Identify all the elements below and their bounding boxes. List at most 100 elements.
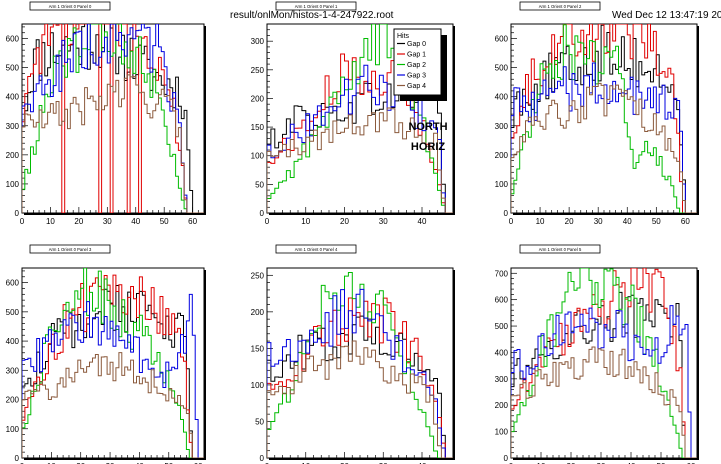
panel-title-box: Arm 1 Orient 0 Panel 4 (275, 244, 357, 254)
x-tick-label: 10 (537, 462, 546, 464)
x-tick-label: 60 (188, 217, 197, 226)
y-tick-label: 200 (6, 396, 20, 405)
y-tick-label: 50 (255, 180, 264, 189)
panel-title-box: Arm 1 Orient 0 Panel 3 (29, 244, 111, 254)
y-tick-label: 100 (251, 152, 265, 161)
y-tick-label: 200 (495, 151, 509, 160)
x-tick-label: 20 (76, 462, 85, 464)
x-tick-label: 30 (103, 217, 112, 226)
panel-frame-shadow-right (204, 270, 206, 460)
panel-title-frame (519, 244, 601, 254)
panel-title-box: Arm 1 Orient 0 Panel 2 (519, 1, 601, 11)
y-tick-label: 100 (251, 381, 265, 390)
y-tick-label: 0 (260, 454, 265, 463)
x-tick-label: 10 (536, 217, 545, 226)
histogram-panel-2: Arm 1 Orient 0 Panel 20 10 20 30 40 50 6001002… (495, 1, 699, 226)
panel-frame-shadow-bottom (269, 213, 455, 215)
x-tick-label: 30 (597, 462, 606, 464)
x-tick-label: 30 (379, 462, 388, 464)
histogram-panel-5: Arm 1 Orient 0 Panel 5010203040506001002… (495, 244, 699, 464)
panel-frame-shadow-right (697, 26, 699, 215)
panel-title: Arm 1 Orient 0 Panel 0 (49, 4, 92, 9)
x-tick-label: 0 (265, 462, 270, 464)
panel-frame-shadow-bottom (24, 213, 206, 215)
series-gap3 (22, 24, 204, 213)
y-tick-label: 600 (6, 279, 20, 288)
y-tick-label: 500 (495, 64, 509, 73)
legend-title: Hits (397, 33, 410, 40)
panel-frame-shadow-right (204, 26, 206, 215)
side-label-north: NORTH (408, 121, 447, 133)
x-tick-label: 30 (594, 217, 603, 226)
series-gap3 (22, 293, 204, 458)
y-tick-label: 100 (6, 180, 20, 189)
y-tick-label: 200 (495, 401, 509, 410)
y-tick-label: 300 (251, 37, 265, 46)
y-tick-label: 400 (495, 93, 509, 102)
x-tick-label: 40 (623, 217, 632, 226)
y-tick-label: 250 (251, 66, 265, 75)
histogram-panel-3: Arm 1 Orient 0 Panel 3010203040506001002… (6, 244, 206, 464)
x-tick-label: 10 (301, 462, 310, 464)
series-gap4 (511, 82, 697, 213)
x-tick-label: 10 (46, 217, 55, 226)
y-tick-label: 600 (6, 35, 20, 44)
x-tick-label: 20 (340, 462, 349, 464)
series-gap3 (511, 305, 697, 458)
x-tick-label: 0 (265, 217, 270, 226)
y-tick-label: 500 (495, 322, 509, 331)
y-tick-label: 600 (495, 35, 509, 44)
x-tick-label: 40 (131, 217, 140, 226)
y-tick-label: 200 (251, 308, 265, 317)
series-gap1 (511, 268, 697, 458)
series-gap4 (267, 340, 453, 458)
panel-title-frame (275, 1, 357, 11)
panel-title: Arm 1 Orient 0 Panel 4 (295, 247, 338, 252)
panel-title-box: Arm 1 Orient 0 Panel 5 (519, 244, 601, 254)
legend-label: Gap 1 (407, 52, 426, 59)
y-tick-label: 0 (504, 454, 509, 463)
y-tick-label: 0 (15, 454, 20, 463)
x-tick-label: 60 (681, 217, 690, 226)
x-tick-label: 20 (340, 217, 349, 226)
y-tick-label: 100 (6, 425, 20, 434)
file-path-label: result/onlMon/histos-1-4-247922.root (230, 10, 394, 21)
panel-title-box: Arm 1 Orient 0 Panel 0 (29, 1, 111, 11)
legend-label: Gap 0 (407, 41, 426, 48)
panel-frame-shadow-right (697, 270, 699, 460)
y-tick-label: 500 (6, 308, 20, 317)
y-tick-label: 100 (495, 428, 509, 437)
series-gap4 (22, 74, 204, 213)
panel-frame-shadow-bottom (513, 213, 699, 215)
y-tick-label: 0 (260, 209, 265, 218)
panel-title: Arm 1 Orient 0 Panel 2 (539, 4, 582, 9)
panel-title-frame (275, 244, 357, 254)
legend-label: Gap 3 (407, 73, 426, 80)
series-gap3 (267, 288, 453, 458)
y-tick-label: 300 (495, 375, 509, 384)
series-gap4 (22, 352, 204, 458)
x-tick-label: 50 (164, 462, 173, 464)
series-gap2 (511, 24, 697, 213)
y-tick-label: 600 (495, 296, 509, 305)
x-tick-label: 40 (627, 462, 636, 464)
series-gap1 (511, 24, 697, 213)
series-gap3 (511, 62, 697, 213)
series-gap4 (511, 346, 697, 458)
y-tick-label: 150 (251, 123, 265, 132)
legend-entries: Gap 0 Gap 1 Gap 2 Gap 3 Gap 4 (397, 41, 426, 90)
x-tick-label: 20 (567, 462, 576, 464)
x-tick-label: 10 (47, 462, 56, 464)
x-tick-label: 0 (20, 462, 25, 464)
panel-frame-shadow-right (453, 270, 455, 460)
y-tick-label: 200 (251, 94, 265, 103)
y-tick-label: 150 (251, 344, 265, 353)
x-tick-label: 60 (687, 462, 696, 464)
panel-frame-shadow-bottom (24, 458, 206, 460)
x-tick-label: 20 (565, 217, 574, 226)
x-tick-label: 30 (106, 462, 115, 464)
y-tick-label: 400 (6, 93, 20, 102)
series-gap2 (22, 268, 204, 458)
series-gap0 (267, 315, 453, 458)
